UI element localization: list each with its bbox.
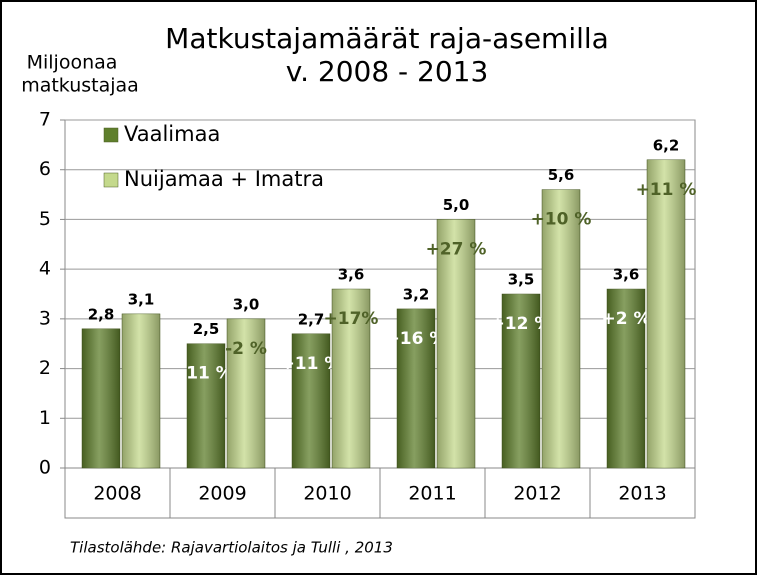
x-tick-label: 2009 bbox=[198, 483, 246, 505]
y-tick-label: 3 bbox=[39, 307, 51, 329]
y-tick-label: 2 bbox=[39, 357, 51, 379]
bar-shine bbox=[82, 328, 120, 468]
change-label: +12 % bbox=[491, 314, 552, 334]
bar-shine bbox=[187, 343, 225, 468]
bar-shine bbox=[647, 159, 685, 468]
change-label: +27 % bbox=[426, 239, 487, 259]
chart-subtitle: v. 2008 - 2013 bbox=[286, 55, 489, 88]
change-label: +2 % bbox=[601, 309, 650, 329]
change-label: -11 % bbox=[179, 364, 233, 384]
legend-swatch bbox=[103, 127, 119, 143]
bar-shine bbox=[502, 294, 540, 468]
value-label: 3,2 bbox=[403, 285, 430, 303]
x-tick-label: 2012 bbox=[513, 483, 561, 505]
value-label: 3,1 bbox=[128, 290, 155, 308]
bar-shine bbox=[437, 219, 475, 468]
y-tick-label: 1 bbox=[39, 407, 51, 429]
change-label: +11 % bbox=[281, 354, 342, 374]
y-axis-label: Miljoonaa bbox=[27, 52, 118, 74]
change-label: +10 % bbox=[531, 210, 592, 230]
value-label: 2,8 bbox=[88, 305, 115, 323]
y-tick-label: 5 bbox=[39, 208, 51, 230]
bar-shine bbox=[122, 313, 160, 468]
legend-label: Vaalimaa bbox=[124, 122, 220, 146]
x-tick-label: 2008 bbox=[93, 483, 141, 505]
value-label: 3,6 bbox=[613, 266, 640, 284]
y-tick-label: 6 bbox=[39, 158, 51, 180]
legend-swatch bbox=[103, 172, 119, 188]
value-label: 2,5 bbox=[193, 320, 220, 338]
value-label: 3,6 bbox=[338, 266, 365, 284]
bar-shine bbox=[607, 289, 645, 468]
value-label: 3,5 bbox=[508, 271, 535, 289]
y-tick-label: 4 bbox=[39, 258, 51, 280]
change-label: +11 % bbox=[636, 180, 697, 200]
chart-title: Matkustajamäärät raja-asemilla bbox=[165, 22, 609, 55]
legend-label: Nuijamaa + Imatra bbox=[124, 167, 324, 191]
bar-shine bbox=[292, 333, 330, 468]
value-label: 3,0 bbox=[233, 295, 260, 313]
y-tick-label: 7 bbox=[39, 109, 51, 131]
change-label: -2 % bbox=[225, 339, 267, 359]
x-tick-label: 2010 bbox=[303, 483, 351, 505]
x-tick-label: 2011 bbox=[408, 483, 456, 505]
value-label: 2,7 bbox=[298, 310, 325, 328]
value-label: 5,6 bbox=[548, 166, 575, 184]
bar-shine bbox=[332, 289, 370, 468]
bar-shine bbox=[542, 189, 580, 468]
y-tick-label: 0 bbox=[39, 457, 51, 479]
change-label: +17% bbox=[324, 309, 379, 329]
bar-shine bbox=[227, 318, 265, 468]
value-label: 5,0 bbox=[443, 196, 470, 214]
value-label: 6,2 bbox=[653, 136, 680, 154]
change-label: +16 % bbox=[386, 329, 447, 349]
bar-shine bbox=[397, 308, 435, 468]
x-tick-label: 2013 bbox=[618, 483, 666, 505]
y-axis-label: matkustajaa bbox=[21, 75, 139, 97]
source-note: Tilastolähde: Rajavartiolaitos ja Tulli … bbox=[70, 539, 393, 557]
